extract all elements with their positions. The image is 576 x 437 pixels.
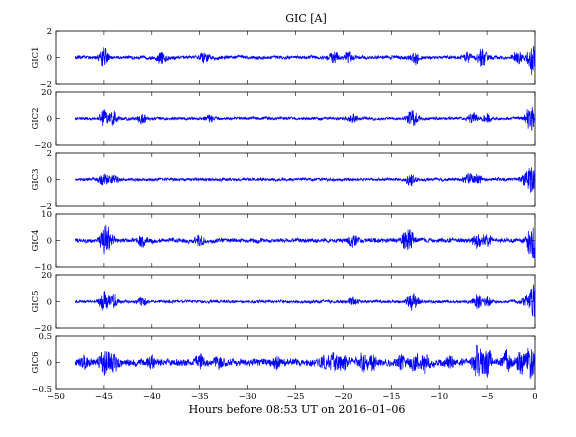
x-tick-label: −50 xyxy=(47,392,65,402)
y-tick-label: 0 xyxy=(47,359,52,369)
x-ticks: −50 −45 −40 −35 −30 −25 −20 −15 −10 −5 0 xyxy=(47,392,538,402)
y-tick-label: 20 xyxy=(41,88,52,98)
y-tick-label: 2 xyxy=(47,149,52,159)
series-line xyxy=(74,224,535,259)
y-axis-label: GIC5 xyxy=(31,290,41,312)
y-tick-label: 0 xyxy=(47,54,52,64)
y-tick-label: 0 xyxy=(47,298,52,308)
panel-6: −0.5 0 0.5 GIC6 xyxy=(31,332,536,395)
x-tick-label: −30 xyxy=(239,392,257,402)
y-tick-label: 2 xyxy=(47,27,52,37)
series-line xyxy=(74,344,535,380)
x-tick-label: −10 xyxy=(430,392,448,402)
y-tick-label: 0 xyxy=(47,115,52,125)
y-axis-label: GIC4 xyxy=(31,229,41,251)
x-tick-label: −40 xyxy=(143,392,161,402)
y-tick-label: −2 xyxy=(39,80,52,90)
panel-1: −2 0 2 GIC1 xyxy=(31,27,536,90)
y-tick-label: 0.5 xyxy=(38,332,52,342)
series-line xyxy=(74,45,535,76)
series-line xyxy=(74,106,535,131)
panel-3: −2 0 2 GIC3 xyxy=(31,149,536,212)
y-tick-label: 20 xyxy=(41,271,52,281)
y-tick-label: −0.5 xyxy=(31,385,52,395)
x-tick-label: 0 xyxy=(532,392,537,402)
x-tick-label: −20 xyxy=(334,392,352,402)
y-tick-label: −10 xyxy=(34,263,52,273)
chart-title: GIC [A] xyxy=(285,12,327,25)
series-line xyxy=(74,167,535,193)
y-axis-label: GIC1 xyxy=(31,46,41,68)
y-tick-label: −2 xyxy=(39,202,52,212)
x-tick-label: −25 xyxy=(287,392,305,402)
y-axis-label: GIC3 xyxy=(31,168,41,190)
x-tick-label: −5 xyxy=(481,392,494,402)
y-tick-label: −20 xyxy=(34,141,52,151)
y-tick-label: 0 xyxy=(47,176,52,186)
y-axis-label: GIC6 xyxy=(31,351,41,373)
y-axis-label: GIC2 xyxy=(31,107,41,129)
x-tick-label: −35 xyxy=(191,392,209,402)
y-tick-label: −20 xyxy=(34,324,52,334)
panels: −202GIC1−20020GIC2−202GIC3−10010GIC4−200… xyxy=(31,27,536,395)
x-axis-label: Hours before 08:53 UT on 2016–01–06 xyxy=(189,403,406,416)
y-tick-label: 10 xyxy=(41,210,52,220)
y-tick-label: 0 xyxy=(47,237,52,247)
x-tick-label: −15 xyxy=(382,392,400,402)
series-line xyxy=(74,284,535,317)
x-tick-label: −45 xyxy=(95,392,113,402)
